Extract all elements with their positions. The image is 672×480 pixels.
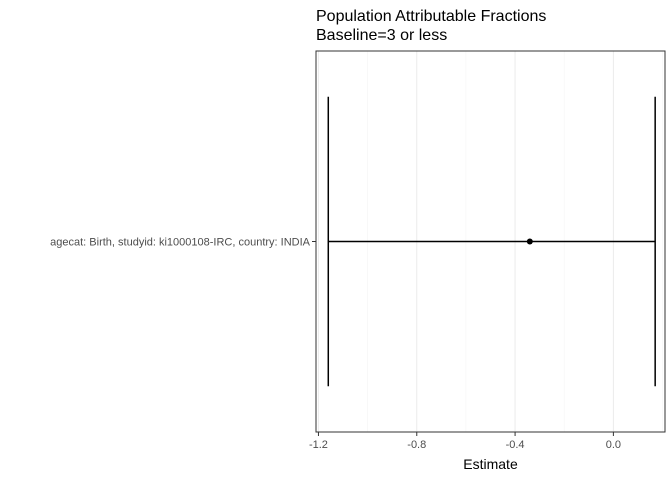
chart-subtitle: Baseline=3 or less bbox=[316, 27, 447, 44]
estimate-point-0 bbox=[526, 238, 533, 245]
y-tick-label-0: agecat: Birth, studyid: ki1000108-IRC, c… bbox=[50, 237, 311, 249]
x-tick-label-2: -0.4 bbox=[506, 439, 525, 451]
y-axis: agecat: Birth, studyid: ki1000108-IRC, c… bbox=[50, 237, 316, 249]
x-tick-label-0: -1.2 bbox=[309, 439, 328, 451]
x-axis: -1.2 -0.8 -0.4 0.0 bbox=[309, 432, 621, 451]
chart-marks bbox=[327, 96, 656, 387]
x-tick-label-3: 0.0 bbox=[606, 439, 621, 451]
chart-title: Population Attributable Fractions bbox=[316, 8, 546, 25]
x-tick-label-1: -0.8 bbox=[407, 439, 426, 451]
x-axis-title: Estimate bbox=[463, 456, 518, 472]
